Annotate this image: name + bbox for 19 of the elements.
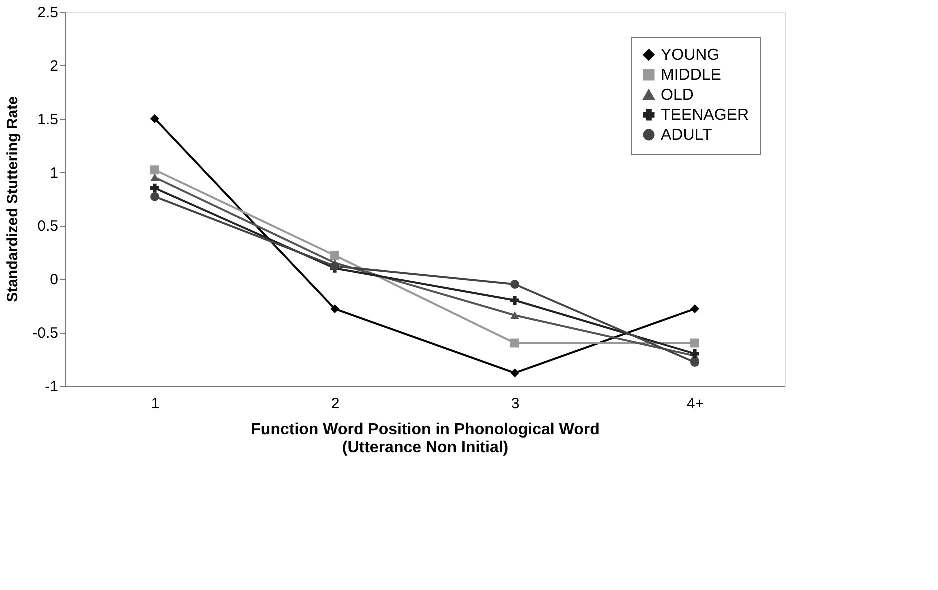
y-axis-title: Standardized Stuttering Rate [4,96,22,302]
x-tick-label: 3 [511,396,520,412]
y-tick-label: 1.5 [38,111,58,128]
legend-label: ADULT [661,127,712,144]
y-tick-label: 2 [50,58,58,75]
legend-label: MIDDLE [661,67,722,84]
x-tick-label: 2 [331,396,340,412]
y-tick-label: 0.5 [38,218,58,236]
x-tick-label: 4+ [686,396,704,412]
y-tick-label: -1 [45,378,58,396]
legend-label: TEENAGER [661,107,750,124]
y-tick-label: 2.5 [38,4,58,22]
y-tick-label: 0 [50,272,58,289]
x-axis-title: Function Word Position in Phonological Word (Utterance Non Initial) [251,422,600,456]
legend-label: YOUNG [661,47,720,64]
y-tick-label: 1 [50,164,58,182]
x-tick-label: 1 [151,396,160,412]
legend-label: OLD [661,87,694,104]
y-tick-label: -0.5 [32,325,58,342]
